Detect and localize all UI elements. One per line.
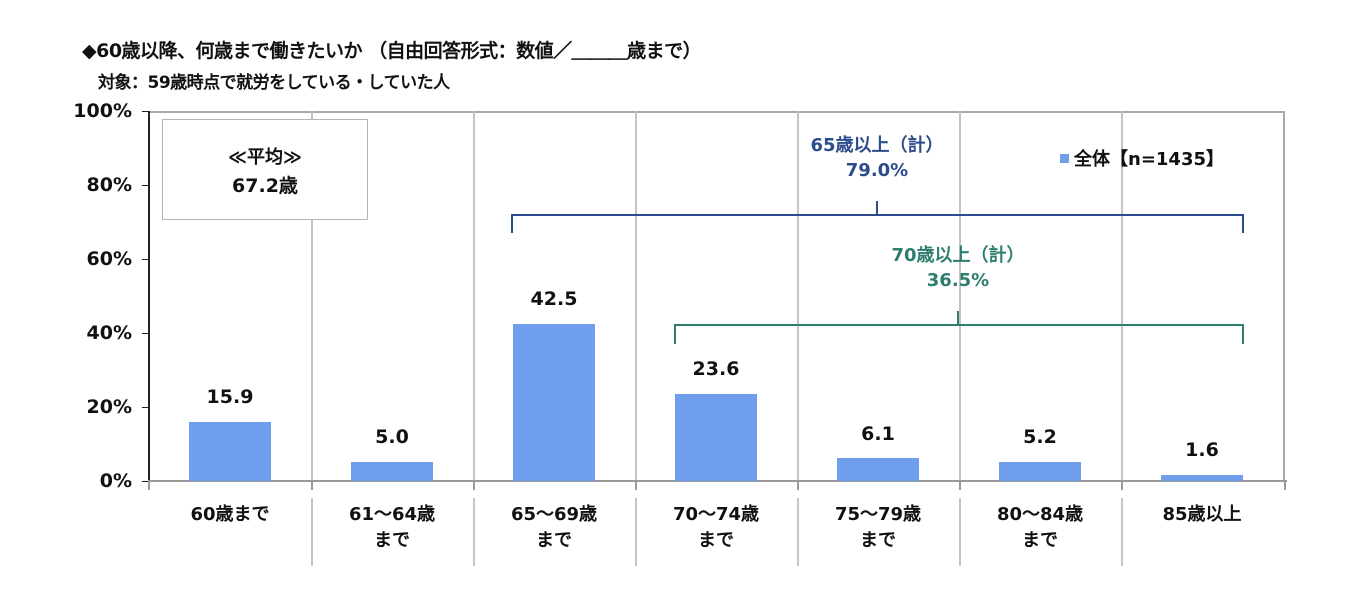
y-tick-label: 0% bbox=[99, 470, 132, 492]
category-separator bbox=[959, 498, 961, 566]
bracket-65-plus-right-leg bbox=[1242, 214, 1244, 233]
x-tick bbox=[311, 481, 313, 490]
gridline bbox=[635, 111, 637, 481]
y-tick-label: 80% bbox=[86, 174, 132, 196]
bracket-65-plus-left-leg bbox=[511, 214, 513, 233]
x-tick bbox=[1284, 481, 1286, 490]
bar-70-74 bbox=[675, 394, 757, 481]
gridline bbox=[473, 111, 475, 481]
y-tick-label: 60% bbox=[86, 248, 132, 270]
x-tick bbox=[1121, 481, 1123, 490]
category-label: 75～79歳 まで bbox=[834, 504, 922, 551]
y-tick bbox=[142, 185, 148, 186]
category-label: 61～64歳 まで bbox=[348, 504, 436, 551]
bar-75-79 bbox=[837, 458, 919, 481]
bar-60 bbox=[189, 422, 271, 481]
bracket-65-plus-center-tick bbox=[876, 201, 878, 214]
average-box: ≪平均≫ 67.2歳 bbox=[162, 119, 368, 220]
legend-swatch-icon bbox=[1060, 153, 1069, 163]
plot-area bbox=[150, 111, 1285, 481]
x-axis-line bbox=[148, 480, 1287, 482]
y-tick-label: 20% bbox=[86, 396, 132, 418]
value-label: 23.6 bbox=[692, 358, 740, 380]
y-tick bbox=[142, 407, 148, 408]
average-value: 67.2歳 bbox=[232, 175, 298, 197]
gridline bbox=[311, 111, 313, 481]
value-label: 6.1 bbox=[861, 423, 895, 445]
x-tick bbox=[635, 481, 637, 490]
category-separator bbox=[635, 498, 637, 566]
bracket-70-plus-line bbox=[674, 324, 1243, 326]
average-label: ≪平均≫ bbox=[228, 147, 302, 168]
y-tick bbox=[142, 481, 148, 482]
bar-80-84 bbox=[999, 462, 1081, 481]
category-label: 80～84歳 まで bbox=[996, 504, 1084, 551]
category-label: 65～69歳 まで bbox=[510, 504, 598, 551]
y-tick bbox=[142, 333, 148, 334]
bracket-70-plus-right-leg bbox=[1242, 324, 1244, 344]
y-tick bbox=[142, 259, 148, 260]
bracket-70-plus-left-leg bbox=[674, 324, 676, 344]
bar-65-69 bbox=[513, 324, 595, 481]
category-separator bbox=[797, 498, 799, 566]
gridline bbox=[959, 111, 961, 481]
value-label: 42.5 bbox=[530, 288, 578, 310]
category-separator bbox=[473, 498, 475, 566]
value-label: 5.2 bbox=[1023, 426, 1057, 448]
y-tick bbox=[142, 111, 148, 112]
category-separator bbox=[311, 498, 313, 566]
category-label: 60歳まで bbox=[190, 504, 270, 525]
bar-61-64 bbox=[351, 462, 433, 481]
bracket-65-plus-label: 65歳以上（計） 79.0% bbox=[810, 135, 944, 181]
x-tick bbox=[148, 481, 150, 490]
legend-label: 全体【n=1435】 bbox=[1074, 149, 1224, 170]
category-label: 85歳以上 bbox=[1162, 504, 1242, 525]
y-axis-line bbox=[148, 111, 150, 483]
bracket-65-plus-line bbox=[511, 214, 1243, 216]
gridline bbox=[1121, 111, 1123, 481]
gridline bbox=[797, 111, 799, 481]
value-label: 1.6 bbox=[1185, 439, 1219, 461]
x-tick bbox=[959, 481, 961, 490]
chart-title: ◆60歳以降、何歳まで働きたいか （自由回答形式：数値／＿＿＿歳まで） bbox=[82, 40, 702, 62]
category-separator bbox=[1121, 498, 1123, 566]
value-label: 15.9 bbox=[206, 386, 254, 408]
y-tick-label: 100% bbox=[73, 100, 132, 122]
legend: 全体【n=1435】 bbox=[1060, 145, 1224, 171]
bar-85-plus bbox=[1161, 475, 1243, 481]
x-tick bbox=[473, 481, 475, 490]
bracket-70-plus-center-tick bbox=[957, 311, 959, 324]
y-tick-label: 40% bbox=[86, 322, 132, 344]
bracket-70-plus-label: 70歳以上（計） 36.5% bbox=[891, 245, 1025, 291]
value-label: 5.0 bbox=[375, 426, 409, 448]
chart-subtitle: 対象：59歳時点で就労をしている・していた人 bbox=[98, 73, 450, 93]
category-label: 70～74歳 まで bbox=[672, 504, 760, 551]
x-tick bbox=[797, 481, 799, 490]
